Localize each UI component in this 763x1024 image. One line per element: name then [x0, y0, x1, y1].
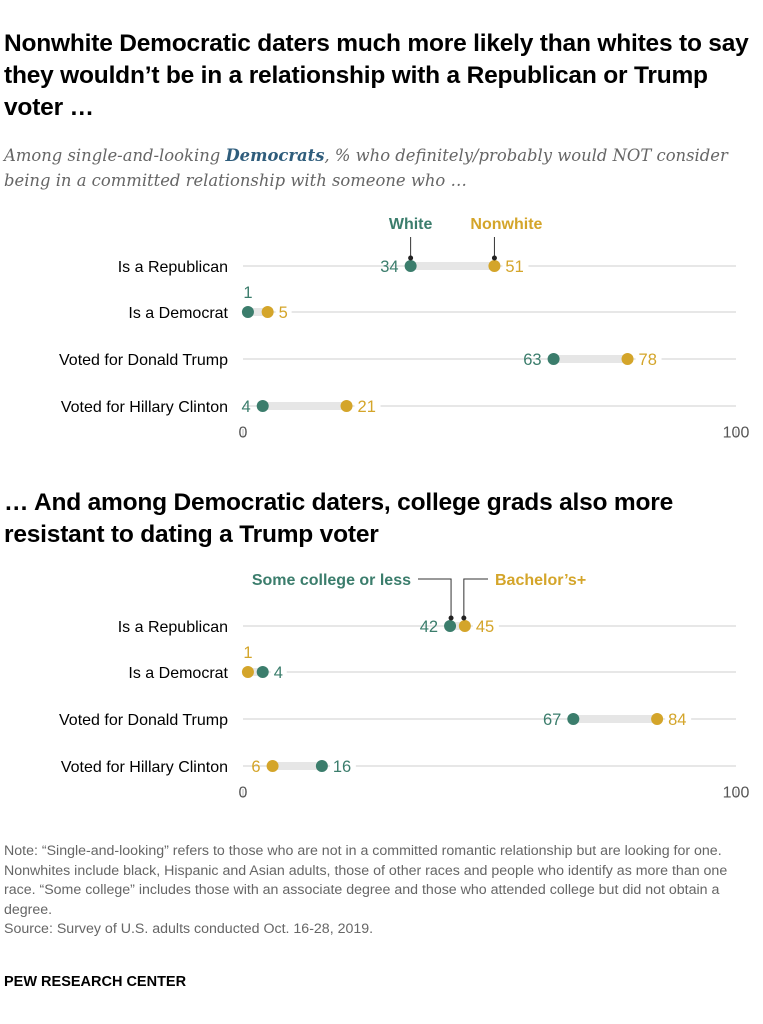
dot-bachelor-s-	[458, 620, 471, 632]
axis-tick-label: 100	[723, 424, 750, 441]
chart-1-subtitle: Among single-and-looking Democrats, % wh…	[4, 143, 763, 193]
data-label: 45	[476, 618, 494, 636]
dot-some-college-or-less	[256, 666, 269, 678]
dot-nonwhite	[261, 306, 274, 318]
range-bar	[247, 668, 263, 676]
leader-dot	[461, 615, 467, 621]
range-bar	[450, 622, 465, 630]
label-bg	[502, 256, 529, 276]
axis-tick-label: 0	[239, 784, 248, 801]
legend-label: Bachelor’s+	[495, 572, 586, 589]
note: Note: “Single-and-looking” refers to tho…	[4, 842, 759, 940]
data-label: 6	[251, 758, 260, 776]
axis-tick-label: 0	[239, 424, 248, 441]
dot-some-college-or-less	[444, 620, 457, 632]
dot-some-college-or-less	[567, 713, 580, 725]
category-label: Is a Republican	[118, 619, 228, 636]
label-bg	[275, 302, 292, 322]
category-label: Voted for Donald Trump	[59, 712, 228, 729]
label-bg	[472, 616, 499, 636]
data-label: 42	[420, 618, 438, 636]
data-label: 63	[523, 351, 541, 369]
note-text: Note: “Single-and-looking” refers to tho…	[4, 843, 728, 918]
brand-logo: PEW RESEARCH CENTER	[4, 974, 187, 990]
data-label: 84	[668, 711, 686, 729]
chart-1-title: Nonwhite Democratic daters much more lik…	[4, 30, 749, 121]
range-bar	[262, 402, 347, 410]
subtitle-emphasis: Democrats	[225, 146, 325, 165]
dot-nonwhite	[621, 353, 634, 365]
source-text: Source: Survey of U.S. adults conducted …	[4, 921, 374, 937]
dot-bachelor-s-	[241, 666, 254, 678]
dot-white	[256, 400, 269, 412]
legend-label: Some college or less	[252, 572, 411, 589]
dot-nonwhite	[488, 260, 501, 272]
leader-dot	[408, 255, 414, 261]
data-label: 4	[274, 664, 283, 682]
chart-2-title: … And among Democratic daters, college g…	[4, 489, 674, 548]
dot-white	[547, 353, 560, 365]
label-bg	[354, 396, 381, 416]
label-bg	[270, 662, 287, 682]
data-label: 21	[358, 398, 376, 416]
subtitle-text: Among single-and-looking	[4, 146, 226, 165]
range-bar	[247, 308, 268, 316]
data-label: 34	[380, 258, 398, 276]
data-label: 4	[242, 398, 251, 416]
category-label: Voted for Hillary Clinton	[61, 759, 228, 776]
data-label: 51	[505, 258, 523, 276]
leader-dot	[448, 615, 454, 621]
category-label: Is a Democrat	[128, 305, 228, 322]
dot-white	[241, 306, 254, 318]
chart-1: Is a Republican 34 51 Is a Democrat 1 5 Voted …	[59, 216, 750, 441]
dot-bachelor-s-	[266, 760, 279, 772]
data-label: 1	[243, 644, 252, 662]
dot-white	[404, 260, 417, 272]
data-label: 78	[639, 351, 657, 369]
axis-tick-label: 100	[723, 784, 750, 801]
data-label: 5	[279, 304, 288, 322]
legend-leader	[418, 578, 452, 618]
category-label: Is a Democrat	[128, 665, 228, 682]
data-label: 16	[333, 758, 351, 776]
dot-some-college-or-less	[315, 760, 328, 772]
leader-dot	[491, 255, 497, 261]
dot-nonwhite	[340, 400, 353, 412]
label-bg	[329, 756, 356, 776]
legend-label: White	[389, 216, 433, 233]
category-label: Voted for Hillary Clinton	[61, 399, 228, 416]
dot-bachelor-s-	[651, 713, 664, 725]
label-bg	[635, 349, 662, 369]
chart-2: Is a Republican 42 45 Is a Democrat 1 4 Voted …	[59, 572, 750, 801]
label-bg	[665, 709, 692, 729]
data-label: 67	[543, 711, 561, 729]
subtitle-text: , % who definitely/probably would NOT co…	[4, 146, 728, 190]
range-bar	[272, 762, 322, 770]
data-label: 1	[243, 284, 252, 302]
range-bar	[573, 715, 658, 723]
legend-label: Nonwhite	[470, 216, 542, 233]
legend-leader	[463, 578, 488, 618]
category-label: Is a Republican	[118, 259, 228, 276]
range-bar	[410, 262, 495, 270]
range-bar	[553, 355, 628, 363]
category-label: Voted for Donald Trump	[59, 352, 228, 369]
